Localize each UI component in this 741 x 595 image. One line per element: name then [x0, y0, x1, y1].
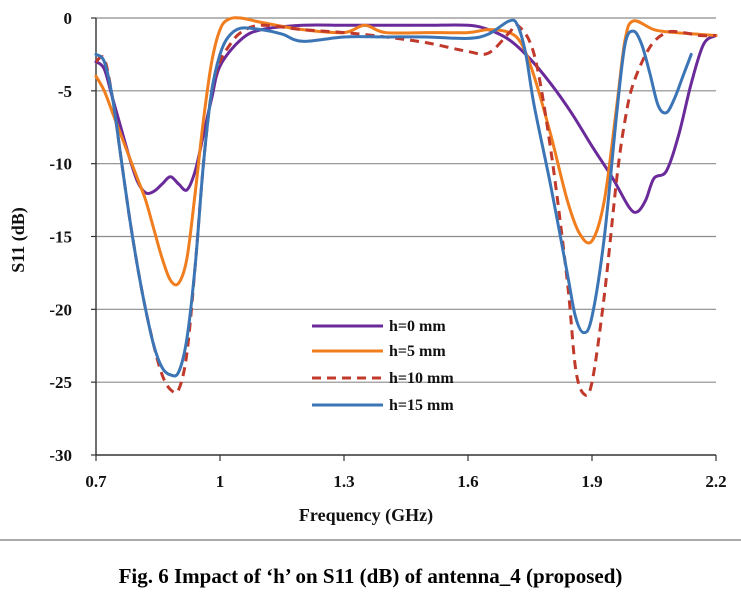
legend-item-h5: h=5 mm	[312, 343, 446, 360]
x-tick-label: 1.6	[457, 472, 478, 491]
y-ticks: 0 -5 -10 -15 -20 -25 -30	[49, 9, 96, 465]
legend-item-h15: h=15 mm	[312, 397, 454, 414]
series-line-0	[94, 23, 718, 214]
legend-item-h10: h=10 mm	[312, 370, 454, 387]
x-axis-title: Frequency (GHz)	[299, 505, 433, 526]
y-tick-label: 0	[64, 9, 73, 28]
x-tick-label: 0.7	[85, 472, 107, 491]
y-axis-title: S11 (dB)	[8, 207, 29, 273]
figure-caption: Fig. 6 Impact of ‘h’ on S11 (dB) of ante…	[118, 564, 623, 588]
x-tick-label: 2.2	[705, 472, 726, 491]
x-tick-label: 1	[216, 472, 225, 491]
y-tick-label: -10	[49, 155, 72, 174]
y-tick-label: -30	[49, 446, 72, 465]
legend-label-h5: h=5 mm	[389, 343, 446, 360]
legend-label-h10: h=10 mm	[389, 370, 454, 387]
series-line-3	[94, 18, 693, 378]
legend-label-h0: h=0 mm	[389, 318, 446, 335]
x-tick-label: 1.9	[581, 472, 602, 491]
y-tick-label: -5	[58, 82, 72, 101]
y-tick-label: -25	[49, 373, 72, 392]
legend-label-h15: h=15 mm	[389, 397, 454, 414]
x-tick-label: 1.3	[333, 472, 354, 491]
legend-item-h0: h=0 mm	[312, 318, 446, 335]
y-tick-label: -20	[49, 300, 72, 319]
x-ticks: 0.7 1 1.3 1.6 1.9 2.2	[85, 455, 727, 491]
series-line-2	[95, 22, 717, 398]
y-tick-label: -15	[49, 228, 72, 247]
series-lines	[94, 16, 718, 398]
legend: h=0 mm h=5 mm h=10 mm h=15 mm	[312, 318, 454, 414]
